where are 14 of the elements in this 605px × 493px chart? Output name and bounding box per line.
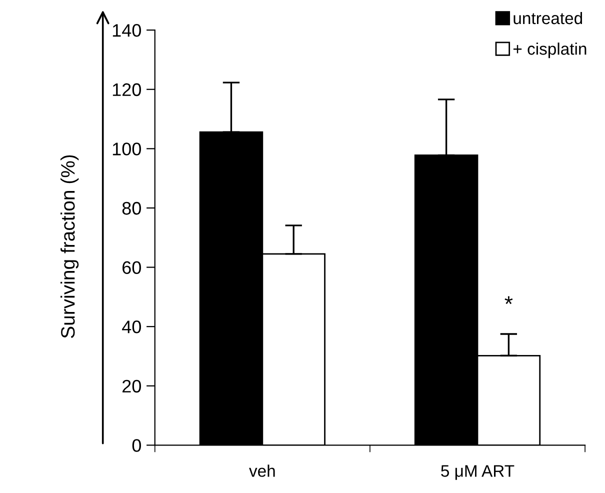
x-tick-label: veh xyxy=(249,464,275,477)
y-tick-label: 60 xyxy=(122,261,141,274)
y-tick-label: 100 xyxy=(112,142,141,156)
y-axis-title: Surviving fraction (%) xyxy=(60,155,79,338)
y-tick-label: 40 xyxy=(122,320,141,334)
y-tick-label: 120 xyxy=(112,83,141,96)
y-tick-label: 0 xyxy=(132,439,141,452)
y-tick-label: 80 xyxy=(122,202,141,215)
legend-label: untreated xyxy=(514,12,582,24)
y-tick-label: 140 xyxy=(112,24,141,37)
y-tick-label: 20 xyxy=(122,380,141,393)
x-tick-label: 5 μM ART xyxy=(441,465,514,480)
legend-label: + cisplatin xyxy=(513,42,586,58)
annotation: * xyxy=(504,296,513,304)
